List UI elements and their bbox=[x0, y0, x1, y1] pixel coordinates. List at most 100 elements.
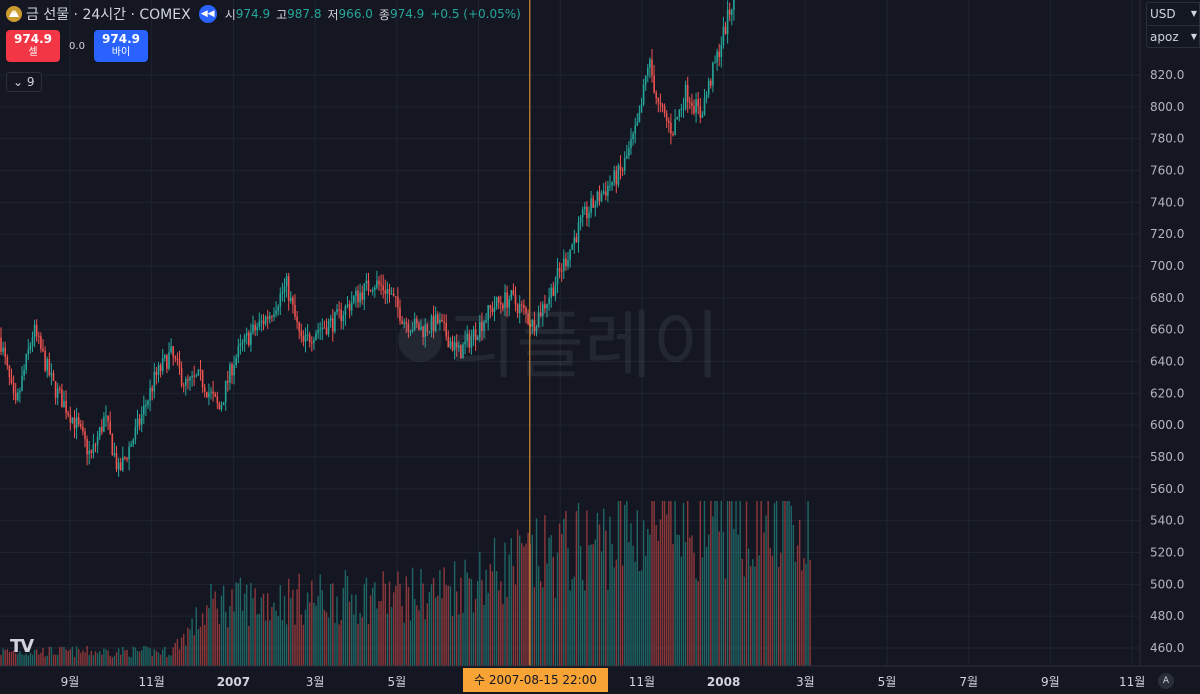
volume-bar bbox=[378, 601, 380, 666]
candle-body bbox=[701, 114, 704, 118]
low-label: 저 bbox=[327, 7, 339, 22]
volume-bar bbox=[579, 546, 582, 666]
candle-body bbox=[594, 204, 597, 208]
volume-bar bbox=[23, 655, 25, 666]
candle-body bbox=[42, 348, 44, 351]
volume-bar bbox=[653, 501, 655, 666]
candle-body bbox=[514, 294, 517, 305]
candle-body bbox=[126, 457, 128, 460]
candle-body bbox=[539, 312, 542, 317]
indicator-count: 9 bbox=[26, 75, 35, 89]
volume-bar bbox=[687, 501, 689, 666]
volume-bar bbox=[225, 611, 227, 666]
volume-bar bbox=[187, 627, 189, 666]
candle-body bbox=[613, 170, 615, 182]
candle-body bbox=[227, 380, 229, 383]
volume-bar bbox=[8, 651, 11, 666]
currency-select[interactable]: USD ▼ bbox=[1147, 3, 1199, 25]
volume-bar bbox=[6, 649, 8, 666]
volume-bar bbox=[401, 606, 403, 666]
candle-body bbox=[647, 67, 649, 76]
symbol-title[interactable]: 금 선물 · 24시간 · COMEX bbox=[26, 7, 191, 23]
candle-body bbox=[304, 334, 307, 342]
volume-bar bbox=[269, 620, 271, 666]
volume-bar bbox=[790, 505, 792, 666]
candle-body bbox=[489, 305, 492, 309]
high-label: 고 bbox=[276, 7, 288, 22]
volume-bar bbox=[204, 624, 206, 666]
volume-bar bbox=[73, 656, 76, 666]
buy-button[interactable]: 974.9 바이 bbox=[94, 30, 148, 62]
volume-bar bbox=[111, 657, 113, 666]
candle-body bbox=[262, 320, 265, 324]
candle-body bbox=[325, 327, 328, 335]
x-tick-label: 2007 bbox=[217, 675, 250, 689]
candle-body bbox=[495, 297, 498, 307]
volume-bar bbox=[632, 545, 634, 666]
candle-body bbox=[676, 117, 678, 120]
volume-bar bbox=[640, 570, 643, 666]
volume-bar bbox=[689, 537, 691, 666]
volume-bar bbox=[600, 551, 603, 666]
candle-body bbox=[252, 324, 254, 333]
candle-body bbox=[525, 307, 527, 314]
volume-bar bbox=[250, 583, 252, 666]
volume-bar bbox=[701, 557, 704, 666]
candle-body bbox=[657, 98, 660, 103]
close-label: 종 bbox=[378, 7, 390, 22]
y-tick-label: 740.0 bbox=[1150, 195, 1184, 209]
volume-bar bbox=[159, 654, 162, 666]
change-value: +0.5 (+0.05%) bbox=[430, 7, 521, 21]
candle-body bbox=[424, 324, 426, 338]
volume-bar bbox=[571, 579, 573, 666]
candle-body bbox=[684, 85, 687, 109]
volume-bar bbox=[340, 620, 342, 666]
volume-bar bbox=[771, 555, 774, 666]
candle-body bbox=[258, 321, 261, 327]
y-tick-label: 800.0 bbox=[1150, 100, 1184, 114]
candle-body bbox=[2, 347, 4, 352]
volume-bar bbox=[424, 619, 426, 666]
volume-bar bbox=[157, 652, 160, 666]
sell-button[interactable]: 974.9 셀 bbox=[6, 30, 60, 62]
candle-body bbox=[298, 322, 300, 332]
candle-body bbox=[250, 332, 252, 345]
volume-bar bbox=[411, 567, 414, 666]
volume-bar bbox=[136, 650, 139, 666]
candle-body bbox=[65, 400, 67, 414]
volume-bar bbox=[344, 570, 347, 666]
candle-body bbox=[88, 450, 90, 455]
volume-bar bbox=[126, 649, 128, 666]
volume-bar bbox=[805, 563, 807, 666]
candle-body bbox=[210, 391, 212, 393]
candle-body bbox=[720, 45, 723, 58]
indicator-toggle[interactable]: ⌄ 9 bbox=[6, 72, 42, 92]
volume-bar bbox=[61, 646, 63, 666]
volume-bar bbox=[782, 501, 784, 666]
volume-bar bbox=[248, 626, 250, 666]
volume-bar bbox=[397, 571, 399, 666]
volume-bar bbox=[330, 584, 332, 666]
candle-body bbox=[353, 296, 355, 303]
candle-body bbox=[224, 380, 227, 403]
auto-scale-button[interactable]: A bbox=[1158, 673, 1174, 689]
volume-bar bbox=[456, 591, 458, 666]
candle-body bbox=[117, 462, 120, 470]
candle-body bbox=[149, 387, 151, 401]
candle-body bbox=[260, 320, 263, 322]
candle-body bbox=[571, 244, 573, 250]
candle-body bbox=[48, 359, 51, 376]
volume-bar bbox=[634, 561, 636, 666]
candle-body bbox=[56, 388, 59, 398]
unit-select[interactable]: apoz ▼ bbox=[1147, 25, 1199, 48]
volume-bar bbox=[495, 571, 498, 666]
candle-body bbox=[161, 358, 164, 371]
replay-rewind-icon[interactable]: ◀◀ bbox=[198, 5, 217, 23]
volume-bar bbox=[672, 544, 674, 666]
candle-body bbox=[107, 415, 109, 422]
candle-body bbox=[405, 322, 408, 325]
candle-body bbox=[390, 293, 393, 295]
volume-bar bbox=[577, 502, 580, 666]
tradingview-logo[interactable]: TV bbox=[10, 636, 34, 657]
